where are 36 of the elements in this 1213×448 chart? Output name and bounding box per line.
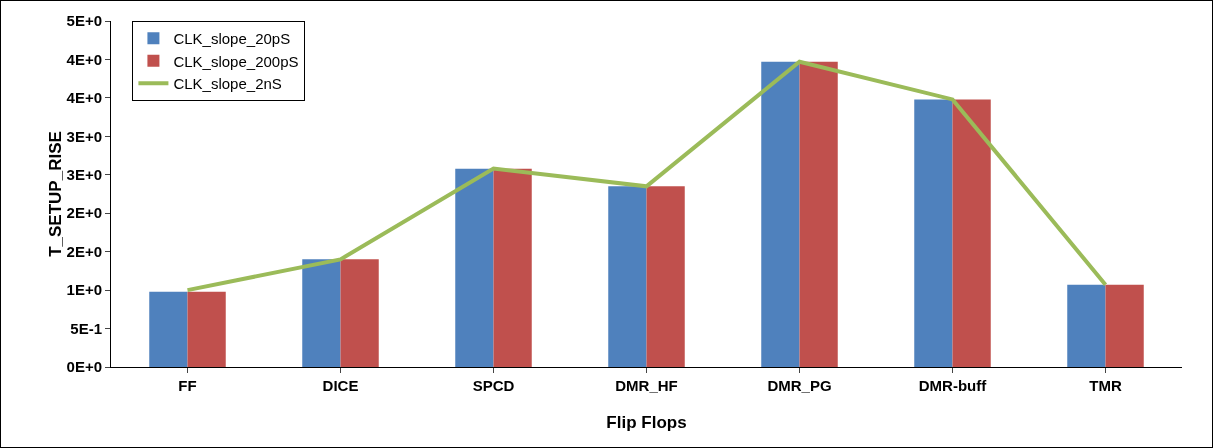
legend-label: CLK_slope_20pS — [173, 30, 291, 48]
bar — [1067, 284, 1106, 367]
x-tick-label: DICE — [322, 377, 359, 394]
legend-label: CLK_slope_2nS — [173, 75, 282, 93]
bar — [455, 168, 494, 367]
bar — [761, 61, 800, 367]
y-tick-label: 3E+0 — [66, 127, 102, 145]
y-tick-label: 2E+0 — [66, 204, 102, 222]
bar — [1105, 284, 1144, 367]
x-tick-label: TMR — [1089, 377, 1122, 394]
x-tick-label: SPCD — [472, 377, 515, 394]
bar — [608, 186, 647, 367]
y-tick-label: 3E+0 — [66, 166, 102, 184]
bar — [493, 168, 532, 367]
legend-label: CLK_slope_200pS — [173, 52, 299, 70]
x-tick-label: DMR-buff — [918, 377, 988, 394]
bar — [149, 291, 188, 367]
y-tick-label: 5E-1 — [70, 319, 102, 337]
y-tick-label: 4E+0 — [66, 50, 102, 68]
bar — [340, 259, 379, 367]
y-axis-title: T_SETUP_RISE — [45, 131, 65, 257]
bar — [799, 61, 838, 367]
y-tick-label: 0E+0 — [66, 358, 102, 376]
y-tick-label: 5E+0 — [66, 12, 102, 30]
bar — [914, 99, 953, 367]
x-axis-title: Flip Flops — [606, 413, 687, 432]
y-tick-label: 1E+0 — [66, 281, 102, 299]
bar — [187, 291, 226, 367]
y-tick-label: 2E+0 — [66, 242, 102, 260]
y-tick-label: 4E+0 — [66, 89, 102, 107]
x-tick-label: DMR_PG — [767, 377, 832, 394]
bar — [302, 259, 341, 367]
x-tick-label: FF — [178, 377, 197, 394]
bar — [646, 186, 685, 367]
bar — [952, 99, 991, 367]
x-tick-label: DMR_HF — [615, 377, 678, 394]
